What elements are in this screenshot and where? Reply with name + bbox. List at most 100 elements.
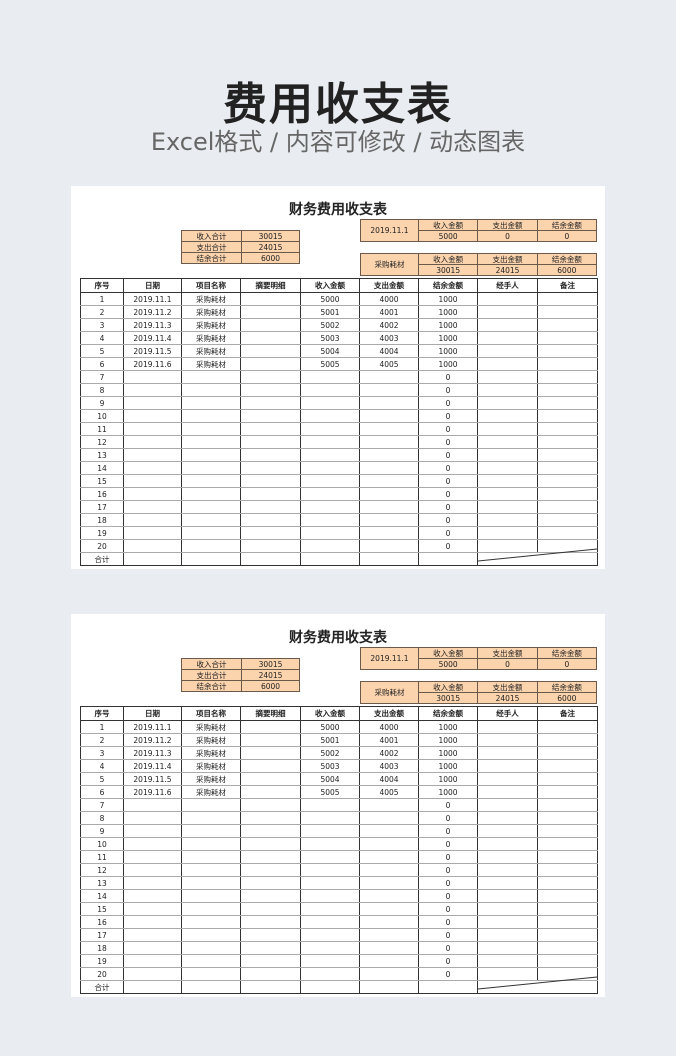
table-cell[interactable]: 1000 xyxy=(418,305,478,319)
table-cell[interactable] xyxy=(300,850,360,864)
table-cell[interactable]: 2019.11.3 xyxy=(123,318,182,332)
table-cell[interactable] xyxy=(300,889,360,903)
table-cell[interactable] xyxy=(359,539,419,553)
table-cell[interactable]: 4004 xyxy=(359,772,419,786)
table-cell[interactable] xyxy=(123,824,182,838)
table-cell[interactable] xyxy=(300,928,360,942)
table-cell[interactable]: 采购耗材 xyxy=(181,344,241,358)
table-cell[interactable] xyxy=(123,902,182,916)
table-cell[interactable]: 7 xyxy=(80,798,124,812)
table-cell[interactable] xyxy=(537,461,598,475)
table-cell[interactable] xyxy=(359,422,419,436)
table-cell[interactable] xyxy=(359,448,419,462)
table-cell[interactable]: 4002 xyxy=(359,746,419,760)
table-cell[interactable] xyxy=(477,448,538,462)
table-cell[interactable] xyxy=(240,824,301,838)
table-cell[interactable] xyxy=(181,824,241,838)
table-cell[interactable]: 14 xyxy=(80,461,124,475)
table-cell[interactable] xyxy=(477,435,538,449)
table-cell[interactable]: 1 xyxy=(80,292,124,306)
table-cell[interactable]: 4005 xyxy=(359,785,419,799)
table-cell[interactable]: 19 xyxy=(80,954,124,968)
table-cell[interactable] xyxy=(181,487,241,501)
table-cell[interactable] xyxy=(477,383,538,397)
table-cell[interactable]: 1000 xyxy=(418,759,478,773)
table-cell[interactable] xyxy=(181,941,241,955)
table-cell[interactable] xyxy=(123,889,182,903)
table-cell[interactable] xyxy=(181,526,241,540)
table-cell[interactable] xyxy=(123,526,182,540)
table-cell[interactable] xyxy=(123,967,182,981)
table-cell[interactable]: 4004 xyxy=(359,344,419,358)
table-cell[interactable] xyxy=(477,461,538,475)
table-cell[interactable] xyxy=(359,526,419,540)
table-cell[interactable] xyxy=(240,798,301,812)
table-cell[interactable] xyxy=(537,902,598,916)
table-cell[interactable] xyxy=(300,552,360,566)
table-cell[interactable]: 采购耗材 xyxy=(181,772,241,786)
table-cell[interactable] xyxy=(123,487,182,501)
table-cell[interactable]: 0 xyxy=(418,941,478,955)
table-cell[interactable]: 18 xyxy=(80,941,124,955)
table-cell[interactable] xyxy=(240,474,301,488)
table-cell[interactable] xyxy=(240,396,301,410)
table-cell[interactable] xyxy=(537,500,598,514)
table-cell[interactable]: 0 xyxy=(418,863,478,877)
table-cell[interactable]: 1000 xyxy=(418,720,478,734)
table-cell[interactable] xyxy=(537,409,598,423)
table-cell[interactable] xyxy=(537,396,598,410)
table-cell[interactable] xyxy=(240,305,301,319)
table-cell[interactable] xyxy=(240,331,301,345)
table-cell[interactable]: 0 xyxy=(418,928,478,942)
table-cell[interactable]: 19 xyxy=(80,526,124,540)
table-cell[interactable] xyxy=(477,863,538,877)
table-cell[interactable]: 6 xyxy=(80,785,124,799)
table-cell[interactable]: 20 xyxy=(80,967,124,981)
table-cell[interactable] xyxy=(477,954,538,968)
table-cell[interactable] xyxy=(181,811,241,825)
table-cell[interactable] xyxy=(537,422,598,436)
table-cell[interactable]: 5004 xyxy=(300,344,360,358)
table-cell[interactable] xyxy=(300,513,360,527)
table-cell[interactable]: 2019.11.1 xyxy=(123,720,182,734)
table-cell[interactable] xyxy=(477,292,538,306)
table-cell[interactable] xyxy=(240,928,301,942)
table-cell[interactable]: 0 xyxy=(418,850,478,864)
table-cell[interactable] xyxy=(359,461,419,475)
table-cell[interactable]: 5 xyxy=(80,344,124,358)
table-cell[interactable] xyxy=(123,941,182,955)
table-cell[interactable]: 5001 xyxy=(300,733,360,747)
table-cell[interactable]: 5000 xyxy=(300,292,360,306)
table-cell[interactable]: 9 xyxy=(80,824,124,838)
table-cell[interactable]: 4001 xyxy=(359,733,419,747)
table-cell[interactable] xyxy=(300,902,360,916)
table-cell[interactable] xyxy=(240,292,301,306)
table-cell[interactable] xyxy=(359,928,419,942)
table-cell[interactable]: 0 xyxy=(418,967,478,981)
table-cell[interactable] xyxy=(240,967,301,981)
table-cell[interactable]: 采购耗材 xyxy=(181,357,241,371)
table-cell[interactable]: 0 xyxy=(418,409,478,423)
table-cell[interactable]: 5004 xyxy=(300,772,360,786)
table-cell[interactable]: 2019.11.6 xyxy=(123,785,182,799)
table-cell[interactable] xyxy=(181,889,241,903)
table-cell[interactable]: 2019.11.4 xyxy=(123,331,182,345)
table-cell[interactable]: 4 xyxy=(80,759,124,773)
table-cell[interactable] xyxy=(418,980,478,994)
table-cell[interactable] xyxy=(477,422,538,436)
table-cell[interactable] xyxy=(477,396,538,410)
table-cell[interactable] xyxy=(537,357,598,371)
table-cell[interactable] xyxy=(240,461,301,475)
table-cell[interactable] xyxy=(240,344,301,358)
table-cell[interactable] xyxy=(300,967,360,981)
table-cell[interactable] xyxy=(537,759,598,773)
table-cell[interactable]: 0 xyxy=(418,889,478,903)
table-cell[interactable]: 0 xyxy=(418,383,478,397)
table-cell[interactable]: 2019.11.3 xyxy=(123,746,182,760)
table-cell[interactable] xyxy=(477,759,538,773)
table-cell[interactable] xyxy=(359,487,419,501)
table-cell[interactable]: 4 xyxy=(80,331,124,345)
table-cell[interactable]: 0 xyxy=(418,422,478,436)
table-cell[interactable] xyxy=(240,448,301,462)
table-cell[interactable]: 5005 xyxy=(300,785,360,799)
